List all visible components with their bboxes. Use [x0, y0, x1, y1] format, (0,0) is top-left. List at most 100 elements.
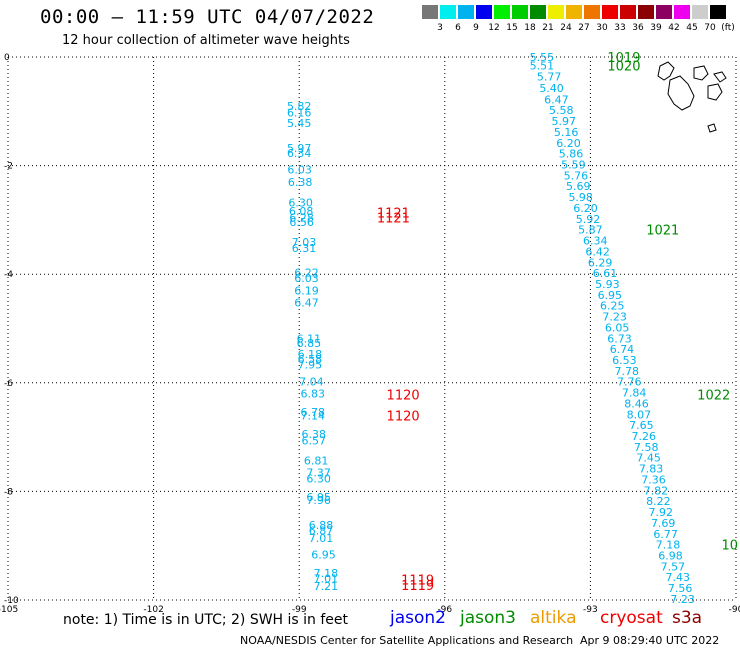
colorbar-label: 42	[668, 23, 680, 33]
island-fernandina	[667, 75, 695, 111]
swh-value: 5.92	[576, 213, 601, 226]
swh-value: 8.07	[627, 408, 652, 421]
colorbar-label: 39	[650, 23, 662, 33]
swh-value: 6.38	[288, 176, 313, 189]
swh-value: 6.28	[289, 212, 314, 225]
y-tick-label: -2	[4, 162, 13, 172]
swh-value: 6.57	[302, 434, 327, 447]
swh-value: 7.96	[306, 494, 331, 507]
swh-value: 6.47	[294, 296, 319, 309]
swh-value: 5.97	[551, 115, 576, 128]
colorbar-swatch	[710, 5, 726, 19]
colorbar-swatch	[566, 5, 582, 19]
galapagos-islands	[657, 61, 727, 133]
pass-time-label: 1022	[697, 389, 730, 404]
pass-time-label: 1019	[607, 51, 640, 66]
x-tick-label: -96	[437, 605, 452, 615]
swh-value: 7.37	[306, 466, 331, 479]
colorbar-swatch	[476, 5, 492, 19]
swh-value: 8.46	[624, 397, 649, 410]
swh-value: 5.93	[595, 278, 620, 291]
colorbar-swatch	[494, 5, 510, 19]
swh-value: 6.56	[289, 216, 314, 229]
swh-value: 7.43	[666, 571, 691, 584]
swh-value: 6.95	[598, 289, 623, 302]
colorbar-label: (ft)	[721, 23, 735, 33]
swh-value: 6.58	[298, 353, 323, 366]
island-san-cristobal	[707, 83, 723, 101]
swh-value: 6.34	[583, 235, 608, 248]
mission-altika: altika	[530, 608, 577, 628]
colorbar-swatch	[422, 5, 438, 19]
credit-line: NOAA/NESDIS Center for Satellite Applica…	[240, 634, 574, 647]
swh-value: 6.03	[294, 272, 319, 285]
swh-value: 7.45	[636, 452, 661, 465]
swh-value: 7.83	[639, 463, 664, 476]
swh-value: 6.29	[588, 256, 613, 269]
colorbar-label: 27	[578, 23, 590, 33]
swh-value: 7.01	[309, 532, 334, 545]
island-espanola	[707, 123, 717, 133]
swh-value: 5.69	[566, 180, 591, 193]
swh-value: 5.87	[578, 224, 603, 237]
colorbar-swatch	[440, 5, 456, 19]
colorbar-label: 21	[542, 23, 554, 33]
swh-value: 6.11	[297, 332, 322, 345]
swh-value: 6.18	[298, 348, 323, 361]
colorbar-label: 12	[488, 23, 500, 33]
swh-value: 6.34	[287, 147, 312, 160]
colorbar-swatch	[620, 5, 636, 19]
swh-value: 6.25	[600, 300, 625, 313]
swh-value: 5.40	[539, 82, 564, 95]
x-tick-label: -99	[292, 605, 307, 615]
x-tick-label: -90	[729, 605, 740, 615]
swh-value: 6.38	[302, 428, 327, 441]
swh-value: 6.61	[593, 267, 618, 280]
swh-value: 6.81	[304, 454, 329, 467]
swh-value: 7.57	[661, 560, 686, 573]
swh-value: 6.73	[607, 332, 632, 345]
swh-value: 6.16	[287, 106, 312, 119]
pass-time-label: 1121	[377, 212, 410, 227]
colorbar-label: 24	[560, 23, 572, 33]
colorbar-swatch	[602, 5, 618, 19]
y-tick-label: -8	[4, 487, 13, 497]
colorbar-swatch	[674, 5, 690, 19]
y-tick-label: -4	[4, 270, 13, 280]
colorbar-swatch	[638, 5, 654, 19]
colorbar-label: 45	[686, 23, 698, 33]
pass-time-label: 10	[721, 539, 738, 554]
swh-value: 7.21	[314, 580, 339, 593]
swh-value: 7.26	[632, 430, 657, 443]
swh-value: 7.82	[644, 484, 669, 497]
x-tick-label: -105	[0, 605, 18, 615]
swh-value: 6.05	[605, 321, 630, 334]
swh-value: 7.03	[292, 236, 317, 249]
map-title: 00:00 – 11:59 UTC 04/07/2022	[40, 6, 375, 28]
colorbar-label: 6	[455, 23, 461, 33]
units-note: note: 1) Time is in UTC; 2) SWH is in fe…	[63, 612, 349, 628]
colorbar-swatch	[512, 5, 528, 19]
pass-time-label: 1020	[607, 60, 640, 75]
swh-value: 7.92	[649, 506, 674, 519]
swh-value: 6.95	[311, 548, 336, 561]
colorbar-label: 18	[524, 23, 536, 33]
swh-value: 5.59	[561, 159, 586, 172]
swh-value: 5.51	[530, 60, 555, 73]
colorbar-label: 15	[506, 23, 518, 33]
swh-value: 6.85	[297, 337, 322, 350]
swh-value: 6.88	[309, 519, 334, 532]
swh-value: 7.58	[634, 441, 659, 454]
swh-value: 6.30	[288, 197, 313, 210]
colorbar-label: 3	[437, 23, 443, 33]
swh-value: 5.97	[287, 142, 312, 155]
mission-jason3: jason3	[460, 608, 516, 628]
island-santiago	[713, 71, 727, 83]
axis-tick-labels: -105 -102 -99 -96 -93 -90 0 -2 -4 -6 -8 -10	[0, 53, 740, 615]
mission-jason2: jason2	[390, 608, 446, 628]
swh-value: 5.82	[287, 100, 312, 113]
swh-value: 7.84	[622, 387, 647, 400]
swh-value: 7.69	[651, 517, 676, 530]
swh-value: 5.16	[554, 126, 579, 139]
